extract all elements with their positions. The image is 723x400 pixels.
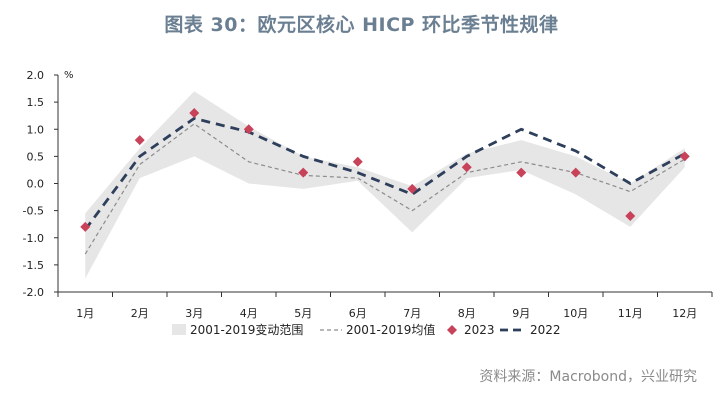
x-tick-label: 6月 xyxy=(349,307,367,320)
y-tick-label: -1.0 xyxy=(23,232,44,245)
x-tick-label: 12月 xyxy=(672,307,697,320)
series-point-2023 xyxy=(516,167,527,178)
series-point-2023 xyxy=(679,151,690,162)
y-tick-label: 2.0 xyxy=(27,69,45,82)
y-tick-label: 1.0 xyxy=(27,123,45,136)
series-point-2023 xyxy=(134,135,145,146)
legend-swatch-band xyxy=(172,324,186,335)
legend-label-band: 2001-2019变动范围 xyxy=(190,322,303,337)
chart-title: 图表 30：欧元区核心 HICP 环比季节性规律 xyxy=(164,14,559,36)
series-line-2022 xyxy=(84,116,686,231)
series-point-2023 xyxy=(461,162,472,173)
x-tick-label: 1月 xyxy=(76,307,94,320)
legend-label-2022: 2022 xyxy=(530,323,561,337)
y-tick-label: -1.5 xyxy=(23,259,44,272)
series-point-2023 xyxy=(243,124,254,135)
y-unit-label: % xyxy=(64,70,74,81)
series-point-2023 xyxy=(352,156,363,167)
x-tick-label: 10月 xyxy=(563,307,588,320)
x-tick-label: 9月 xyxy=(512,307,530,320)
series-point-2023 xyxy=(80,221,91,232)
legend-label-2023: 2023 xyxy=(464,323,495,337)
x-tick-label: 5月 xyxy=(294,307,312,320)
legend-swatch-2023 xyxy=(447,325,457,335)
x-tick-label: 4月 xyxy=(240,307,258,320)
axes-layer: 2.0 1.5 1.0 0.5 0.0 -0.5 -1.0 -1.5 -2.0% 1月 2月 3月 4月… xyxy=(23,69,713,320)
x-tick-label: 11月 xyxy=(618,307,643,320)
y-tick-label: 0.0 xyxy=(27,178,45,191)
series-point-2023 xyxy=(625,211,636,222)
x-tick-label: 2月 xyxy=(131,307,149,320)
y-tick-label: -0.5 xyxy=(23,205,44,218)
series-point-2023 xyxy=(298,167,309,178)
y-tick-label: 0.5 xyxy=(27,150,45,163)
source-note: 资料来源：Macrobond，兴业研究 xyxy=(479,369,697,385)
x-tick-label: 8月 xyxy=(458,307,476,320)
legend-label-mean: 2001-2019均值 xyxy=(346,322,435,337)
x-tick-label: 3月 xyxy=(185,307,203,320)
y-tick-label: 1.5 xyxy=(27,96,45,109)
series-point-2023 xyxy=(570,167,581,178)
x-tick-label: 7月 xyxy=(403,307,421,320)
series-point-2023 xyxy=(189,107,200,118)
series-point-2023 xyxy=(407,183,418,194)
series-layer xyxy=(80,107,690,255)
series-line-mean xyxy=(84,123,686,255)
y-tick-label: -2.0 xyxy=(23,286,44,299)
legend: 2001-2019变动范围 2001-2019均值 2023 2022 xyxy=(172,322,561,337)
